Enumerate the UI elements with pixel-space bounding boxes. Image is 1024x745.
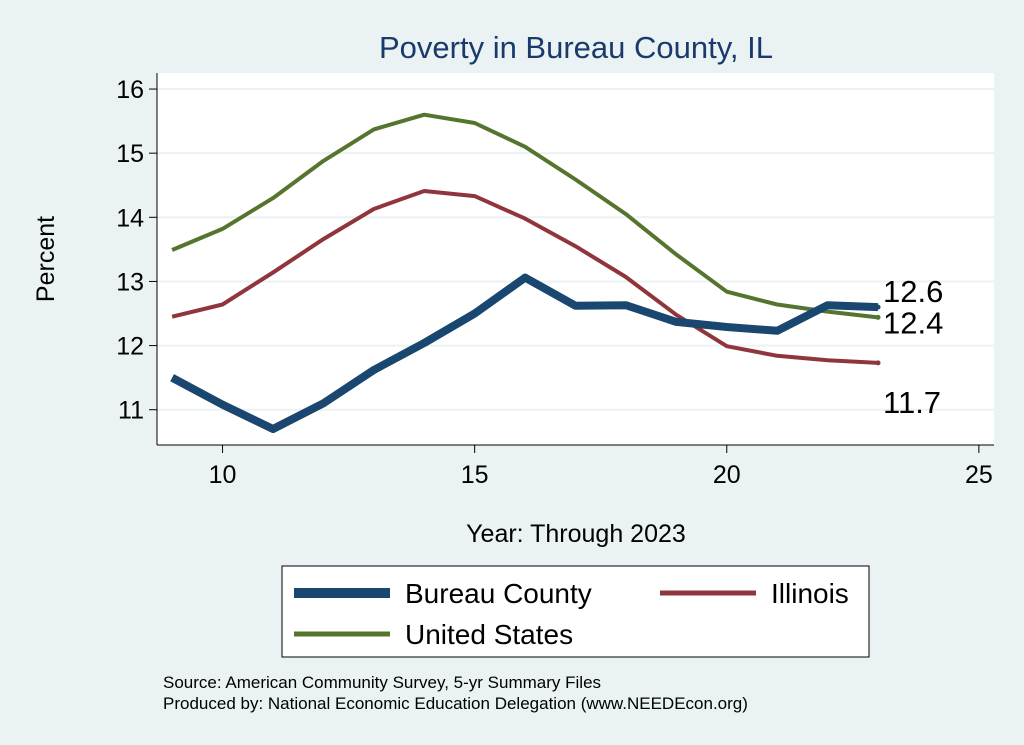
y-tick-label: 13 [116,268,144,296]
y-tick-label: 16 [116,76,144,104]
end-label-united-states: 12.4 [883,305,943,340]
y-tick-label: 15 [116,140,144,168]
x-tick-label: 10 [209,461,237,489]
legend-label-illinois: Illinois [771,578,849,609]
x-tick-label: 20 [713,461,741,489]
plot-area [157,73,994,445]
source-note: Source: American Community Survey, 5-yr … [163,673,601,692]
series-end-point-united-states [875,314,881,320]
x-tick-label: 15 [461,461,489,489]
chart-title: Poverty in Bureau County, IL [379,30,773,65]
series-end-point-bureau-county [875,304,881,310]
end-labels: 12.6 11.7 12.4 [883,274,943,420]
end-label-bureau-county: 12.6 [883,274,943,309]
series-line-bureau-county [170,273,879,433]
legend-box [281,565,870,658]
x-axis-label: Year: Through 2023 [466,520,686,548]
x-tick-label: 25 [965,461,993,489]
axes: 11 12 13 14 15 16 10 15 20 25 [116,73,994,489]
produced-by-note: Produced by: National Economic Education… [163,694,748,713]
y-tick-label: 14 [116,204,144,232]
end-label-illinois: 11.7 [883,385,941,420]
series-line-united-states [171,112,879,320]
y-tick-label: 12 [116,333,144,361]
legend: Bureau County Illinois United States [294,578,849,650]
grid [157,88,994,411]
series-end-point-illinois [875,360,881,366]
y-axis-label: Percent [32,216,60,302]
series-line-illinois [171,189,879,365]
legend-label-united-states: United States [405,619,573,650]
series-lines [170,112,881,433]
y-tick-label: 11 [118,397,144,425]
legend-label-bureau-county: Bureau County [405,578,592,609]
